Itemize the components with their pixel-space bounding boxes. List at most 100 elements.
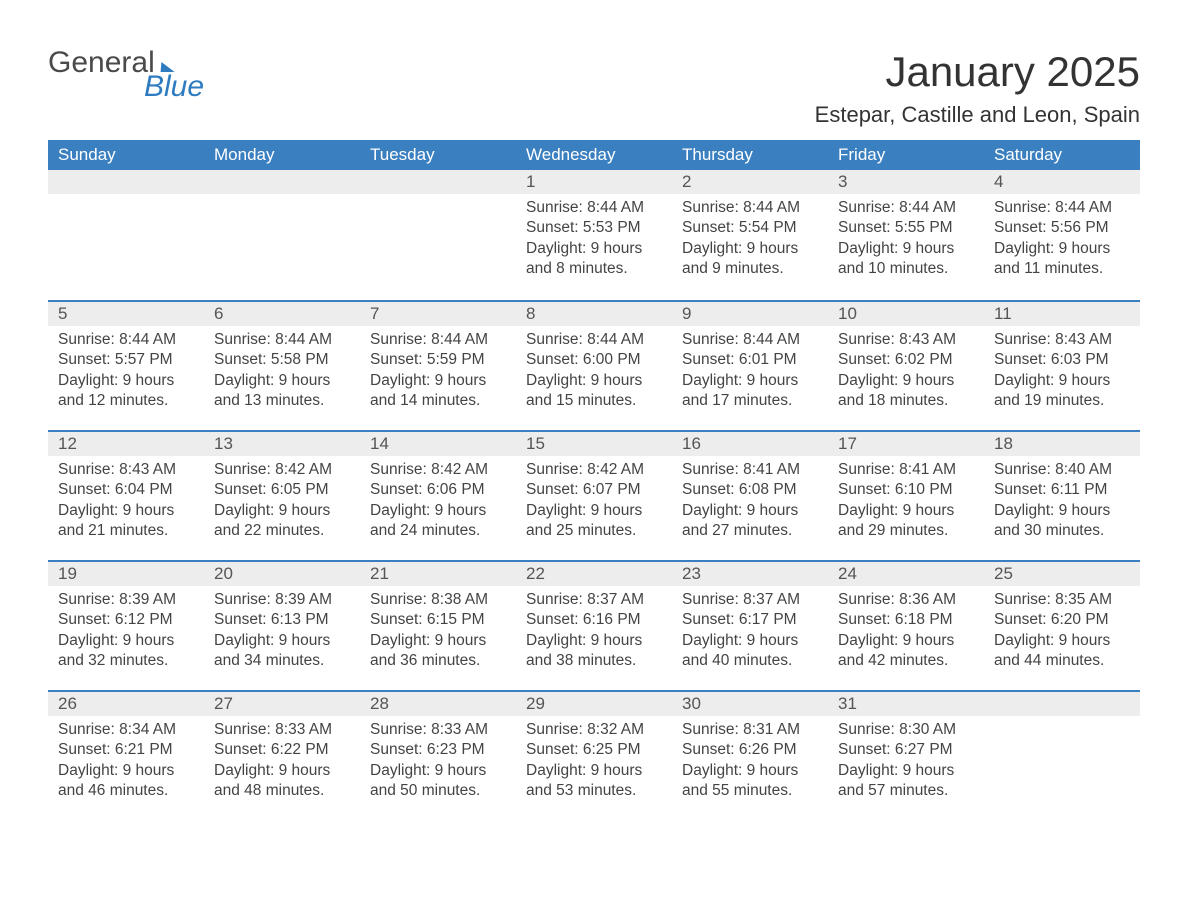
daylight-line-2: and 55 minutes. <box>682 781 818 801</box>
day-number: 24 <box>828 562 984 586</box>
sunset-line: Sunset: 6:16 PM <box>526 610 662 630</box>
day-number: 5 <box>48 302 204 326</box>
daylight-line-2: and 8 minutes. <box>526 259 662 279</box>
day-content: Sunrise: 8:44 AMSunset: 5:57 PMDaylight:… <box>48 326 204 412</box>
day-cell: 18Sunrise: 8:40 AMSunset: 6:11 PMDayligh… <box>984 432 1140 560</box>
day-cell: 26Sunrise: 8:34 AMSunset: 6:21 PMDayligh… <box>48 692 204 820</box>
daylight-line-1: Daylight: 9 hours <box>58 631 194 651</box>
weekday-header: Sunday <box>48 140 204 170</box>
sunset-line: Sunset: 6:00 PM <box>526 350 662 370</box>
daylight-line-2: and 19 minutes. <box>994 391 1130 411</box>
sunrise-line: Sunrise: 8:30 AM <box>838 720 974 740</box>
sunrise-line: Sunrise: 8:38 AM <box>370 590 506 610</box>
daylight-line-1: Daylight: 9 hours <box>214 761 350 781</box>
day-cell: 3Sunrise: 8:44 AMSunset: 5:55 PMDaylight… <box>828 170 984 300</box>
day-cell: 20Sunrise: 8:39 AMSunset: 6:13 PMDayligh… <box>204 562 360 690</box>
sunset-line: Sunset: 6:25 PM <box>526 740 662 760</box>
logo-triangle-icon <box>160 62 175 72</box>
sunset-line: Sunset: 6:08 PM <box>682 480 818 500</box>
day-content: Sunrise: 8:40 AMSunset: 6:11 PMDaylight:… <box>984 456 1140 542</box>
sunrise-line: Sunrise: 8:33 AM <box>214 720 350 740</box>
day-number: 8 <box>516 302 672 326</box>
sunset-line: Sunset: 6:03 PM <box>994 350 1130 370</box>
day-cell: 19Sunrise: 8:39 AMSunset: 6:12 PMDayligh… <box>48 562 204 690</box>
day-number: 12 <box>48 432 204 456</box>
sunrise-line: Sunrise: 8:41 AM <box>838 460 974 480</box>
day-content: Sunrise: 8:43 AMSunset: 6:02 PMDaylight:… <box>828 326 984 412</box>
day-content: Sunrise: 8:44 AMSunset: 5:59 PMDaylight:… <box>360 326 516 412</box>
sunrise-line: Sunrise: 8:41 AM <box>682 460 818 480</box>
sunrise-line: Sunrise: 8:37 AM <box>526 590 662 610</box>
day-cell: 21Sunrise: 8:38 AMSunset: 6:15 PMDayligh… <box>360 562 516 690</box>
daylight-line-1: Daylight: 9 hours <box>682 631 818 651</box>
day-cell: 6Sunrise: 8:44 AMSunset: 5:58 PMDaylight… <box>204 302 360 430</box>
weekday-header-row: SundayMondayTuesdayWednesdayThursdayFrid… <box>48 140 1140 170</box>
day-cell-blank <box>48 170 204 300</box>
daylight-line-2: and 18 minutes. <box>838 391 974 411</box>
sunset-line: Sunset: 6:23 PM <box>370 740 506 760</box>
weekday-header: Tuesday <box>360 140 516 170</box>
day-cell: 17Sunrise: 8:41 AMSunset: 6:10 PMDayligh… <box>828 432 984 560</box>
day-content: Sunrise: 8:33 AMSunset: 6:22 PMDaylight:… <box>204 716 360 802</box>
day-number: 31 <box>828 692 984 716</box>
day-content: Sunrise: 8:39 AMSunset: 6:12 PMDaylight:… <box>48 586 204 672</box>
daylight-line-1: Daylight: 9 hours <box>994 501 1130 521</box>
daylight-line-2: and 22 minutes. <box>214 521 350 541</box>
sunrise-line: Sunrise: 8:42 AM <box>214 460 350 480</box>
daylight-line-2: and 13 minutes. <box>214 391 350 411</box>
sunset-line: Sunset: 5:57 PM <box>58 350 194 370</box>
sunrise-line: Sunrise: 8:43 AM <box>994 330 1130 350</box>
day-content: Sunrise: 8:43 AMSunset: 6:03 PMDaylight:… <box>984 326 1140 412</box>
day-cell: 12Sunrise: 8:43 AMSunset: 6:04 PMDayligh… <box>48 432 204 560</box>
day-number: 29 <box>516 692 672 716</box>
day-number: 25 <box>984 562 1140 586</box>
sunset-line: Sunset: 6:12 PM <box>58 610 194 630</box>
daylight-line-2: and 17 minutes. <box>682 391 818 411</box>
daylight-line-2: and 29 minutes. <box>838 521 974 541</box>
week-row: 5Sunrise: 8:44 AMSunset: 5:57 PMDaylight… <box>48 300 1140 430</box>
sunset-line: Sunset: 6:02 PM <box>838 350 974 370</box>
sunrise-line: Sunrise: 8:39 AM <box>58 590 194 610</box>
weekday-header: Thursday <box>672 140 828 170</box>
daylight-line-2: and 34 minutes. <box>214 651 350 671</box>
day-number: 26 <box>48 692 204 716</box>
day-content: Sunrise: 8:43 AMSunset: 6:04 PMDaylight:… <box>48 456 204 542</box>
day-content: Sunrise: 8:37 AMSunset: 6:16 PMDaylight:… <box>516 586 672 672</box>
daylight-line-2: and 27 minutes. <box>682 521 818 541</box>
day-number: 20 <box>204 562 360 586</box>
day-content: Sunrise: 8:44 AMSunset: 6:00 PMDaylight:… <box>516 326 672 412</box>
day-number: 22 <box>516 562 672 586</box>
sunrise-line: Sunrise: 8:34 AM <box>58 720 194 740</box>
sunset-line: Sunset: 6:11 PM <box>994 480 1130 500</box>
title-block: January 2025 Estepar, Castille and Leon,… <box>815 48 1140 128</box>
logo: General Blue <box>48 48 204 102</box>
calendar: SundayMondayTuesdayWednesdayThursdayFrid… <box>48 140 1140 820</box>
day-content: Sunrise: 8:44 AMSunset: 5:54 PMDaylight:… <box>672 194 828 280</box>
sunrise-line: Sunrise: 8:40 AM <box>994 460 1130 480</box>
daylight-line-2: and 46 minutes. <box>58 781 194 801</box>
sunset-line: Sunset: 5:58 PM <box>214 350 350 370</box>
daylight-line-1: Daylight: 9 hours <box>682 371 818 391</box>
daylight-line-2: and 30 minutes. <box>994 521 1130 541</box>
daylight-line-2: and 21 minutes. <box>58 521 194 541</box>
daylight-line-2: and 57 minutes. <box>838 781 974 801</box>
sunset-line: Sunset: 6:17 PM <box>682 610 818 630</box>
daylight-line-2: and 44 minutes. <box>994 651 1130 671</box>
sunset-line: Sunset: 6:10 PM <box>838 480 974 500</box>
day-cell: 11Sunrise: 8:43 AMSunset: 6:03 PMDayligh… <box>984 302 1140 430</box>
daylight-line-1: Daylight: 9 hours <box>526 371 662 391</box>
day-cell: 28Sunrise: 8:33 AMSunset: 6:23 PMDayligh… <box>360 692 516 820</box>
day-cell: 30Sunrise: 8:31 AMSunset: 6:26 PMDayligh… <box>672 692 828 820</box>
page-subtitle: Estepar, Castille and Leon, Spain <box>815 102 1140 128</box>
day-number: 19 <box>48 562 204 586</box>
sunrise-line: Sunrise: 8:44 AM <box>370 330 506 350</box>
sunrise-line: Sunrise: 8:44 AM <box>682 330 818 350</box>
sunrise-line: Sunrise: 8:36 AM <box>838 590 974 610</box>
day-cell: 1Sunrise: 8:44 AMSunset: 5:53 PMDaylight… <box>516 170 672 300</box>
day-number: 16 <box>672 432 828 456</box>
day-number: 4 <box>984 170 1140 194</box>
daylight-line-1: Daylight: 9 hours <box>526 761 662 781</box>
daylight-line-2: and 10 minutes. <box>838 259 974 279</box>
sunrise-line: Sunrise: 8:44 AM <box>58 330 194 350</box>
logo-line2: Blue <box>144 72 204 102</box>
